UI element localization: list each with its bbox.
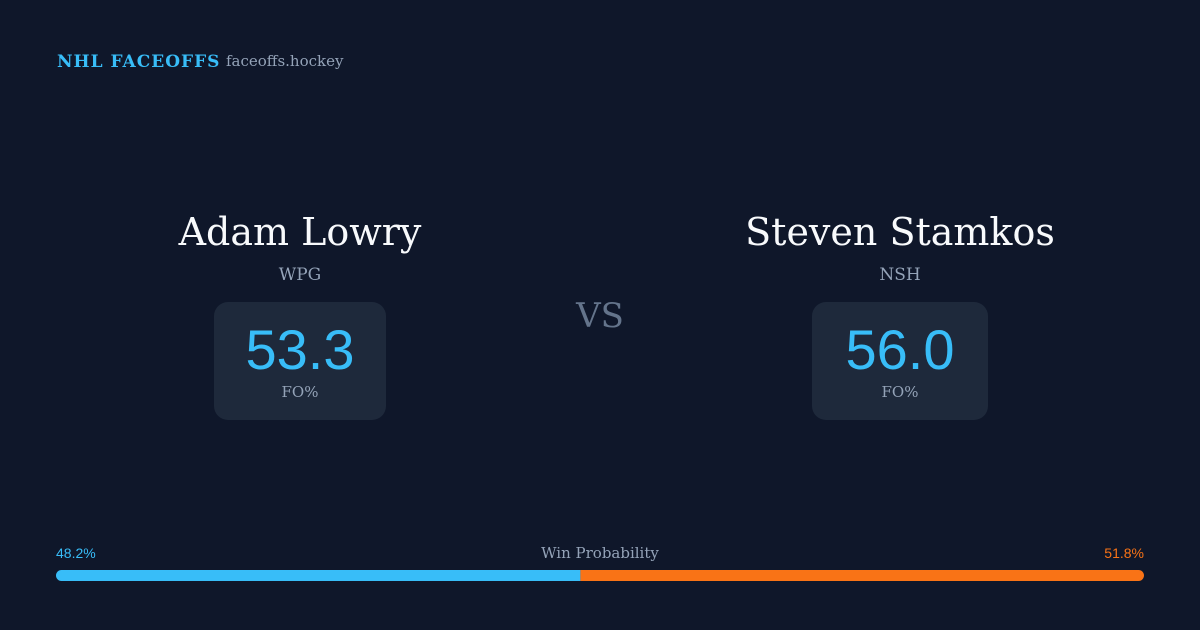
player-team: WPG — [279, 265, 322, 285]
player: Adam Lowry WPG 53.3 FO% — [178, 210, 422, 420]
stat-value: 56.0 — [846, 318, 955, 381]
win-probability: Win Probability 48.2% 51.8% — [56, 544, 1144, 581]
win-probability-value: 48.2% — [56, 545, 96, 561]
brand: NHL FACEOFFS — [57, 52, 220, 72]
players: Adam Lowry WPG 53.3 FO% Steven Stamkos NSH 56.… — [178, 210, 1055, 420]
versus: VS — [575, 296, 624, 336]
player-name: Steven Stamkos — [745, 210, 1055, 254]
stat-box — [214, 302, 386, 420]
stat-value: 53.3 — [246, 318, 355, 381]
stat-label: FO% — [882, 383, 919, 401]
stat-box — [812, 302, 988, 420]
stat-label: FO% — [282, 383, 319, 401]
bar-segment — [580, 570, 1144, 581]
bar — [56, 570, 1144, 581]
win-probability-value: 51.8% — [1104, 545, 1144, 561]
player: Steven Stamkos NSH 56.0 FO% — [745, 210, 1055, 420]
player-team: NSH — [879, 265, 920, 285]
site: faceoffs.hockey — [226, 52, 344, 70]
bar-segment — [56, 570, 581, 581]
win-probability-label: Win Probability — [541, 544, 659, 562]
player-name: Adam Lowry — [178, 210, 422, 254]
